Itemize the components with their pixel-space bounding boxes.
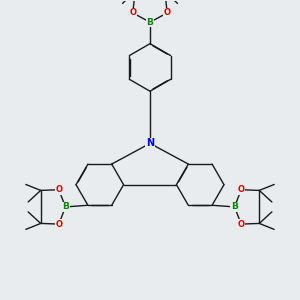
Text: B: B [62,202,69,211]
Text: O: O [56,185,62,194]
Text: O: O [129,8,136,17]
Text: O: O [56,220,62,229]
Text: O: O [164,8,171,17]
Text: B: B [147,18,153,27]
Text: N: N [146,138,154,148]
Text: O: O [238,220,244,229]
Text: O: O [238,185,244,194]
Text: B: B [231,202,238,211]
